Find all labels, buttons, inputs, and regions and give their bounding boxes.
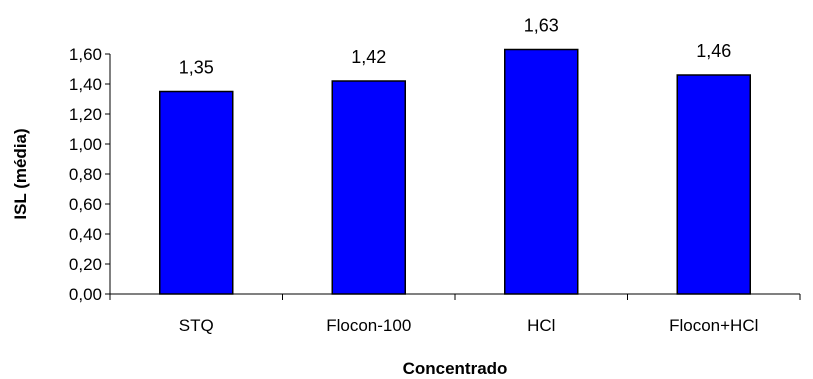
bars: 1,35 1,42 1,63 1,46: [159, 16, 751, 295]
bar-hcl: [504, 48, 579, 295]
y-tick-label: 1,00: [69, 135, 102, 154]
data-label: 1,46: [696, 41, 731, 61]
y-axis-title: ISL (média): [11, 128, 30, 219]
y-axis-ticks: 0,00 0,20 0,40 0,60 0,80 1,00 1,20 1,40 1,60: [69, 45, 110, 304]
x-tick-label: Flocon-100: [326, 316, 411, 335]
bar-stq: [159, 90, 234, 295]
y-tick-label: 0,40: [69, 225, 102, 244]
x-tick-label: STQ: [179, 316, 214, 335]
data-label: 1,42: [351, 47, 386, 67]
y-tick-label: 1,40: [69, 75, 102, 94]
bar-flocon-100: [331, 80, 406, 295]
y-tick-label: 0,60: [69, 195, 102, 214]
y-tick-label: 1,20: [69, 105, 102, 124]
y-tick-label: 0,00: [69, 285, 102, 304]
y-tick-label: 0,80: [69, 165, 102, 184]
x-tick-label: Flocon+HCl: [669, 316, 758, 335]
bar-flocon-hcl: [676, 74, 751, 295]
data-label: 1,35: [179, 58, 214, 78]
y-tick-label: 1,60: [69, 45, 102, 64]
y-tick-label: 0,20: [69, 255, 102, 274]
data-label: 1,63: [524, 16, 559, 36]
x-axis-title: Concentrado: [403, 359, 508, 378]
x-axis-ticks: STQ Flocon-100 HCl Flocon+HCl: [109, 294, 801, 335]
x-tick-label: HCl: [527, 316, 555, 335]
